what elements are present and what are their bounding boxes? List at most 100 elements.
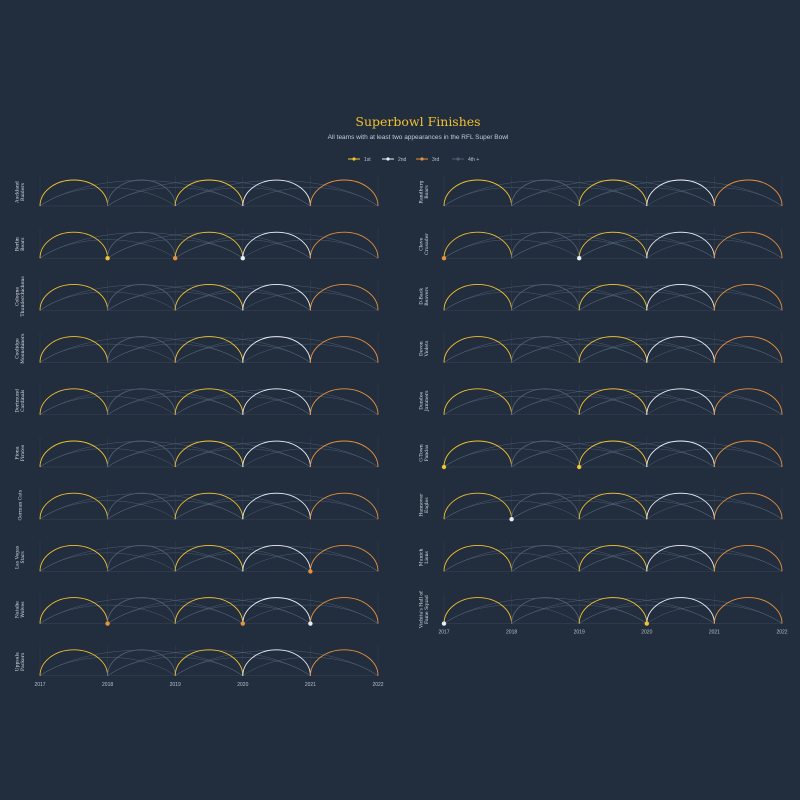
- team-name: G-TownPandas: [419, 444, 431, 462]
- finish-arc: [39, 440, 109, 468]
- finish-marker: [105, 621, 110, 626]
- team-panel: UppsalaPackers 2017 2018 2019 2020 2021 2022: [15, 645, 384, 688]
- year-tick-label: 2017: [34, 682, 45, 688]
- finish-arc: [39, 544, 109, 572]
- legend-item: 1st: [348, 157, 371, 163]
- connector-arc: [579, 284, 783, 311]
- connector-arc: [511, 545, 715, 572]
- connector-arc: [39, 441, 243, 468]
- team-panel: NatalieWolves: [15, 593, 379, 626]
- finish-arc: [578, 544, 648, 572]
- team-name: MunichLions: [419, 549, 431, 567]
- team-name: German Cats: [18, 489, 24, 520]
- finish-arc: [107, 649, 176, 676]
- finish-marker: [308, 621, 313, 626]
- finish-arc: [309, 336, 379, 363]
- finish-arc: [309, 440, 379, 468]
- team-panels: AucklandRaiders BerlinBears CologneThunder…: [15, 176, 788, 688]
- team-name: CleveCrusader: [419, 233, 431, 255]
- legend-item: 4th +: [452, 157, 479, 163]
- team-panel: MunichLions: [419, 541, 783, 572]
- finish-arc: [646, 544, 715, 572]
- finish-arc: [443, 597, 513, 624]
- team-panel: CoolidgeMoonshiners: [15, 332, 379, 364]
- finish-arc: [511, 283, 580, 311]
- team-name: BerlinBears: [15, 237, 27, 251]
- connector-arc: [175, 389, 379, 415]
- connector-arc: [579, 232, 783, 259]
- finish-arc: [309, 231, 379, 259]
- finish-arc: [242, 179, 311, 207]
- finish-arc: [39, 231, 109, 259]
- connector-arc: [39, 493, 243, 520]
- finish-arc: [646, 440, 715, 468]
- finish-arc: [309, 388, 379, 415]
- finish-arc: [713, 336, 783, 363]
- team-name: AucklandRaiders: [15, 181, 27, 204]
- team-panel: German Cats: [18, 489, 379, 520]
- connector-arc: [511, 389, 715, 415]
- finish-arc: [39, 179, 109, 207]
- legend-dot: [420, 157, 424, 161]
- finish-arc: [713, 544, 783, 572]
- team-name: Las VegasStars: [15, 545, 27, 569]
- finish-arc: [107, 283, 176, 311]
- connector-arc: [443, 232, 647, 259]
- team-panel: FionaPirates: [15, 437, 379, 468]
- team-panel: Vichita's Hall ofFame Squad 2017 2018 2019 2…: [419, 591, 788, 636]
- connector-arc: [39, 389, 243, 415]
- connector-arc: [511, 284, 715, 311]
- finish-arc: [578, 440, 648, 468]
- team-name: DortmundCardinals: [15, 389, 27, 413]
- finish-arc: [443, 179, 513, 207]
- finish-arc: [242, 649, 311, 676]
- connector-arc: [107, 441, 311, 468]
- team-panel: DortmundCardinals: [15, 384, 379, 416]
- connector-arc: [175, 441, 379, 468]
- finish-arc: [174, 440, 244, 468]
- finish-arc: [511, 544, 580, 572]
- connector-arc: [511, 493, 715, 520]
- team-panel: Las VegasStars: [15, 541, 379, 574]
- finish-arc: [107, 492, 176, 520]
- legend-label: 3rd: [432, 157, 439, 163]
- finish-arc: [443, 336, 513, 363]
- legend-label: 2nd: [398, 157, 407, 163]
- finish-arc: [39, 597, 109, 624]
- finish-arc: [511, 231, 580, 259]
- finish-arc: [242, 597, 311, 624]
- finish-arc: [646, 597, 715, 624]
- finish-arc: [443, 440, 513, 468]
- finish-arc: [713, 283, 783, 311]
- finish-arc: [309, 179, 379, 207]
- finish-arc: [511, 597, 580, 624]
- finish-arc: [443, 388, 513, 415]
- finish-marker: [105, 256, 110, 261]
- finish-marker: [509, 517, 514, 522]
- finish-arc: [511, 179, 580, 207]
- finish-arc: [713, 388, 783, 415]
- finish-marker: [240, 621, 245, 626]
- year-tick-label: 2018: [506, 630, 517, 636]
- finish-marker: [441, 256, 447, 261]
- finish-arc: [107, 179, 176, 207]
- finish-marker: [441, 621, 447, 626]
- year-tick-label: 2021: [709, 630, 720, 636]
- team-name: FionaPirates: [15, 444, 27, 461]
- connector-arc: [39, 284, 243, 311]
- connector-arc: [579, 493, 783, 520]
- connector-arc: [443, 336, 647, 363]
- finish-arc: [578, 179, 648, 207]
- connector-arc: [107, 232, 311, 259]
- connector-arc: [39, 336, 243, 363]
- finish-arc: [713, 231, 783, 259]
- finish-marker: [308, 569, 313, 574]
- connector-arc: [579, 597, 783, 624]
- connector-arc: [175, 284, 379, 311]
- finish-arc: [578, 231, 648, 259]
- connector-arc: [579, 180, 783, 207]
- finish-arc: [646, 492, 715, 520]
- finish-arc: [713, 597, 783, 624]
- team-name: CoolidgeMoonshiners: [15, 333, 27, 364]
- year-tick-label: 2017: [438, 630, 449, 636]
